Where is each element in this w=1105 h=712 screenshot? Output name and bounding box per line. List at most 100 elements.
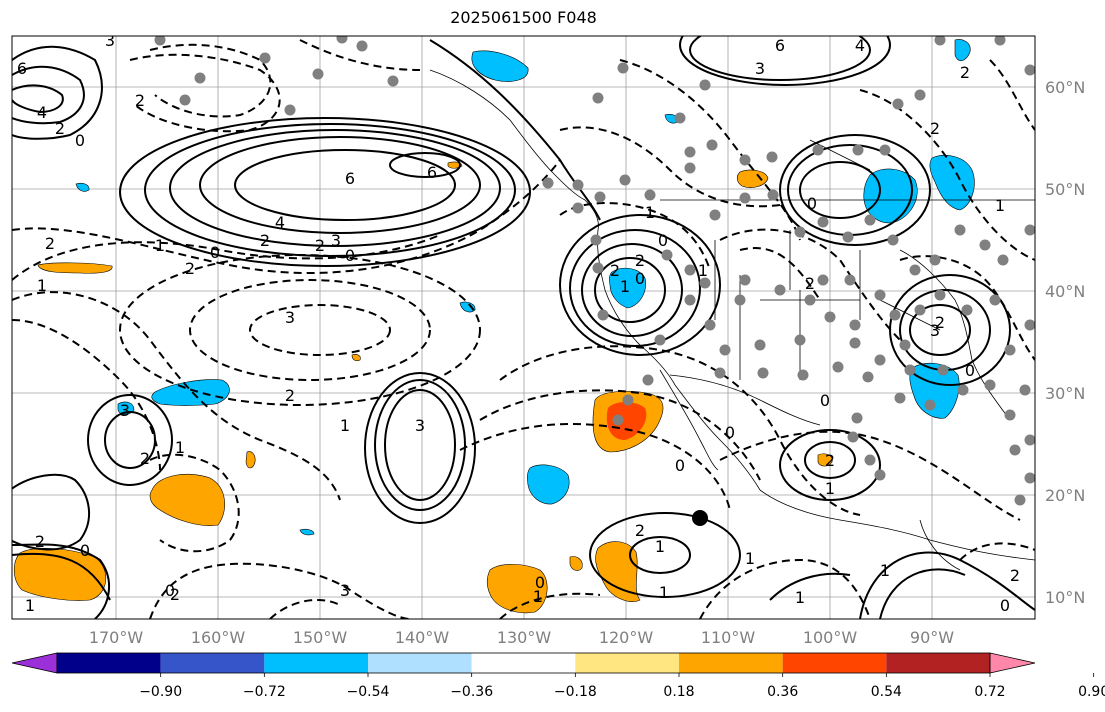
station-dot <box>934 36 946 46</box>
contour-line <box>689 36 871 81</box>
coastline <box>759 489 1035 561</box>
contour-label: 6 <box>345 169 355 188</box>
contour-line <box>129 53 281 133</box>
contour-label: 1 <box>825 479 835 498</box>
contour-line <box>169 129 501 247</box>
contour-label: 0 <box>345 246 355 265</box>
coastline <box>919 519 961 571</box>
contour-line <box>12 291 341 501</box>
latitude-tick-label: 30°N <box>1045 384 1085 403</box>
positive-area <box>13 548 107 601</box>
station-dot <box>767 189 779 201</box>
station-dot <box>644 189 656 201</box>
contour-label: 1 <box>795 588 805 607</box>
contour-line <box>559 202 711 271</box>
contour-label: 3 <box>285 308 295 327</box>
station-dot <box>356 40 368 52</box>
colorbar-segment <box>264 653 368 673</box>
colorbar-tick-label: 0.90 <box>1078 684 1105 700</box>
station-dot <box>824 311 836 323</box>
station-dot <box>259 52 271 64</box>
contour-label: 2 <box>45 234 55 253</box>
contour-label: 4 <box>275 213 285 232</box>
contour-line <box>384 389 456 501</box>
contour-line <box>559 126 781 208</box>
station-dot <box>937 364 949 376</box>
contour-line <box>119 117 531 267</box>
contour-label: 0 <box>675 456 685 475</box>
station-dot <box>984 379 996 391</box>
station-dot <box>619 174 631 186</box>
station-dot <box>592 262 604 274</box>
positive-area <box>37 262 113 274</box>
contour-label: 2 <box>55 119 65 138</box>
station-dot <box>590 234 602 246</box>
longitude-tick-label: 160°W <box>191 628 246 647</box>
contour-line <box>12 159 561 275</box>
contour-line <box>959 542 1035 561</box>
contour-label: 2 <box>635 521 645 540</box>
station-dot <box>979 239 991 251</box>
contour-line <box>619 59 801 241</box>
station-dot <box>387 75 399 87</box>
contour-label: 0 <box>80 541 90 560</box>
station-dot <box>179 94 191 106</box>
coastline <box>429 69 599 231</box>
contour-label: 1 <box>698 261 708 280</box>
station-dot <box>1024 472 1035 484</box>
contour-line <box>299 39 421 71</box>
station-dot <box>849 337 861 349</box>
contour-label: 1 <box>745 549 755 568</box>
contour-line <box>364 372 476 524</box>
positive-area <box>569 556 583 571</box>
station-dot <box>336 36 348 44</box>
station-dot <box>1004 409 1016 421</box>
map-title: 2025061500 F048 <box>450 8 597 27</box>
solid-contours <box>12 36 1035 619</box>
contour-line <box>989 59 1035 131</box>
station-dot <box>874 354 886 366</box>
station-dot <box>862 371 874 383</box>
station-dot <box>734 294 746 306</box>
station-dot <box>739 274 751 286</box>
contour-label: 1 <box>620 277 630 296</box>
latitude-tick-label: 20°N <box>1045 486 1085 505</box>
contour-label: 2 <box>825 451 835 470</box>
contour-line <box>769 572 851 601</box>
station-dot <box>572 179 584 191</box>
contour-label: 2 <box>805 274 815 293</box>
negative-area <box>471 50 529 82</box>
station-dot <box>594 191 606 203</box>
contour-line <box>87 394 173 486</box>
station-dot <box>739 154 751 166</box>
contour-line <box>594 257 666 323</box>
latitude-axis: 60°N 50°N 40°N 30°N 20°N 10°N <box>1045 78 1085 607</box>
contour-label: 1 <box>340 416 350 435</box>
contour-label: 3 <box>120 401 130 420</box>
station-dot <box>312 68 324 80</box>
station-dot <box>914 89 926 101</box>
station-dot <box>754 339 766 351</box>
station-dot <box>684 146 696 158</box>
contour-label: 1 <box>659 583 669 602</box>
station-dot <box>924 399 936 411</box>
contour-label: 2 <box>170 585 180 604</box>
contour-line <box>779 134 931 246</box>
contour-label: 2 <box>960 63 970 82</box>
colorbar-tick-label: −0.90 <box>139 684 182 700</box>
longitude-tick-label: 110°W <box>701 628 756 647</box>
colorbar-segment <box>886 653 990 673</box>
contour-line <box>779 429 881 501</box>
colorbar-segment <box>679 653 783 673</box>
contour-label: 3 <box>331 231 341 250</box>
colorbar-segment <box>57 653 161 673</box>
contour-label: 1 <box>175 438 185 457</box>
station-dot <box>797 369 809 381</box>
contour-label: 1 <box>37 276 47 295</box>
contour-label: 1 <box>533 587 543 606</box>
contour-label: 2 <box>140 449 150 468</box>
station-dot <box>1004 344 1016 356</box>
contour-line <box>719 228 901 341</box>
station-dot <box>812 144 824 156</box>
